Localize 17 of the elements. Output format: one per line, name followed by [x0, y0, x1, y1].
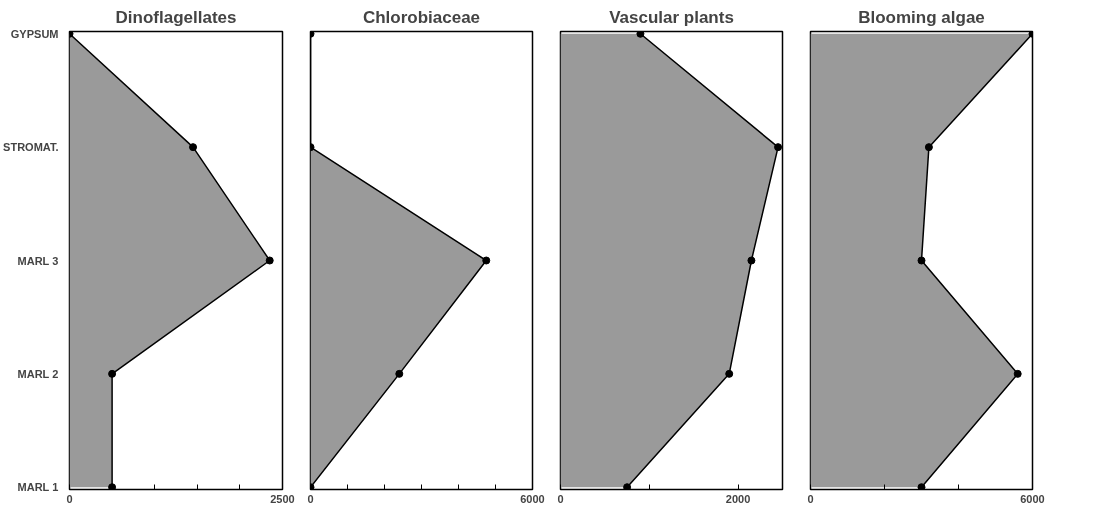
x-tick-label: 0: [557, 492, 564, 505]
x-tick-label: 0: [66, 492, 73, 505]
x-tick-label: 6000: [520, 492, 545, 505]
y-tick-label: STROMAT.: [3, 141, 59, 154]
y-tick-label: MARL 2: [17, 367, 59, 380]
x-tick-label: 0: [807, 492, 814, 505]
chart-title: Dinoflagellates: [115, 7, 237, 27]
y-tick-label: GYPSUM: [10, 27, 59, 40]
x-tick-label: 2000: [725, 492, 751, 505]
y-tick-label: MARL 1: [17, 481, 59, 494]
x-tick-label: 0: [307, 492, 314, 505]
y-tick-label: MARL 3: [17, 254, 59, 267]
chart-title: Vascular plants: [609, 7, 734, 27]
x-tick-label: 6000: [1020, 492, 1045, 505]
chart-title: Chlorobiaceae: [362, 7, 481, 27]
chart-title: Blooming algae: [858, 7, 985, 27]
x-tick-label: 2500: [270, 492, 295, 505]
